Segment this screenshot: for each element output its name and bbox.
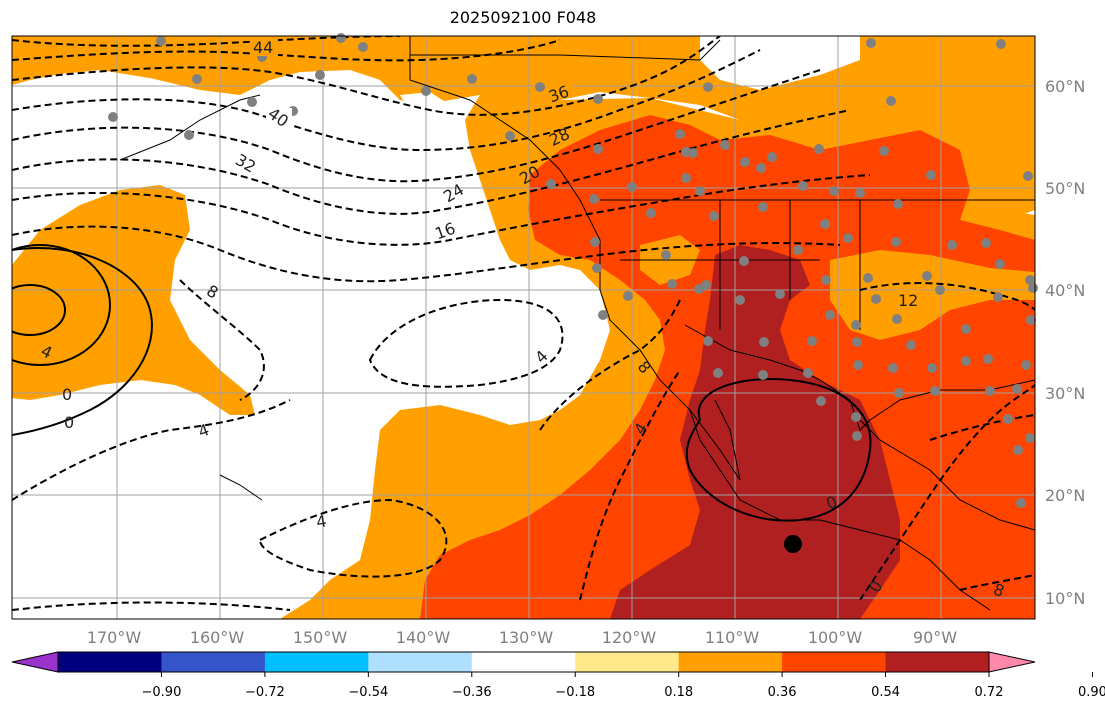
contour-label: 0 (62, 385, 72, 404)
lat-label: 10°N (1045, 589, 1085, 608)
lon-label: 130°W (499, 628, 554, 647)
lon-label: 160°W (190, 628, 245, 647)
longitude-axis: 170°W 160°W 150°W 140°W 130°W 120°W 110°… (87, 628, 957, 647)
colorbar-extend-right (988, 651, 1036, 673)
colorbar-segment (575, 652, 680, 672)
lon-label: 140°W (396, 628, 451, 647)
lon-label: 100°W (808, 628, 863, 647)
dashed-contours (12, 36, 1035, 611)
colorbar-segment (782, 652, 887, 672)
lon-label: 150°W (293, 628, 348, 647)
darkred-region (610, 245, 900, 619)
white-patch-north (700, 36, 860, 90)
lon-label: 170°W (87, 628, 142, 647)
orange-patch-midwest (830, 250, 1035, 340)
colorbar-frame (57, 651, 990, 673)
colorbar-tick-label: 0.90 (1078, 685, 1105, 700)
contour-label: 4 (315, 511, 328, 531)
colorbar-segment (885, 652, 990, 672)
map-title: 2025092100 F048 (449, 8, 597, 27)
colorbar-segment (161, 652, 266, 672)
colorbar-segment (58, 652, 162, 672)
lat-label: 50°N (1045, 179, 1085, 198)
colorbar-segment (368, 652, 473, 672)
colorbar-tick-label: 0.36 (768, 685, 797, 700)
lon-label: 90°W (913, 628, 957, 647)
lon-label: 110°W (705, 628, 760, 647)
contour-label: 12 (898, 291, 918, 310)
lat-label: 60°N (1045, 77, 1085, 96)
contour-label: 44 (253, 38, 273, 57)
colorbar-segment (264, 652, 369, 672)
colorbar-tick-label: −0.72 (245, 685, 285, 700)
contour-label: 0 (64, 413, 74, 432)
lat-label: 20°N (1045, 486, 1085, 505)
colorbar-segment (471, 652, 576, 672)
field-shading (12, 36, 1035, 619)
station-markers (108, 33, 1038, 508)
colorbar-tick-label: −0.54 (348, 685, 388, 700)
lat-label: 30°N (1045, 384, 1085, 403)
lat-label: 40°N (1045, 281, 1085, 300)
lon-label: 120°W (602, 628, 657, 647)
colorbar-tick-label: 0.54 (871, 685, 900, 700)
colorbar-tick-label: −0.18 (555, 685, 595, 700)
map-frame (11, 35, 1036, 620)
colorbar: −0.90 −0.72 −0.54 −0.36 −0.18 0.18 0.36 0.54 0.7… (11, 651, 1105, 700)
storm-center-marker (784, 535, 802, 553)
colorbar-tick-label: 0.72 (975, 685, 1004, 700)
white-patch-alaska (400, 92, 450, 125)
graticule (12, 36, 1035, 619)
colorbar-tick-label: 0.18 (664, 685, 693, 700)
colorbar-segment (678, 652, 783, 672)
colorbar-tick-label: −0.36 (452, 685, 492, 700)
colorbar-tick-label: −0.90 (142, 685, 182, 700)
colorbar-extend-left (11, 651, 59, 673)
latitude-axis: 60°N 50°N 40°N 30°N 20°N 10°N (1045, 77, 1085, 608)
